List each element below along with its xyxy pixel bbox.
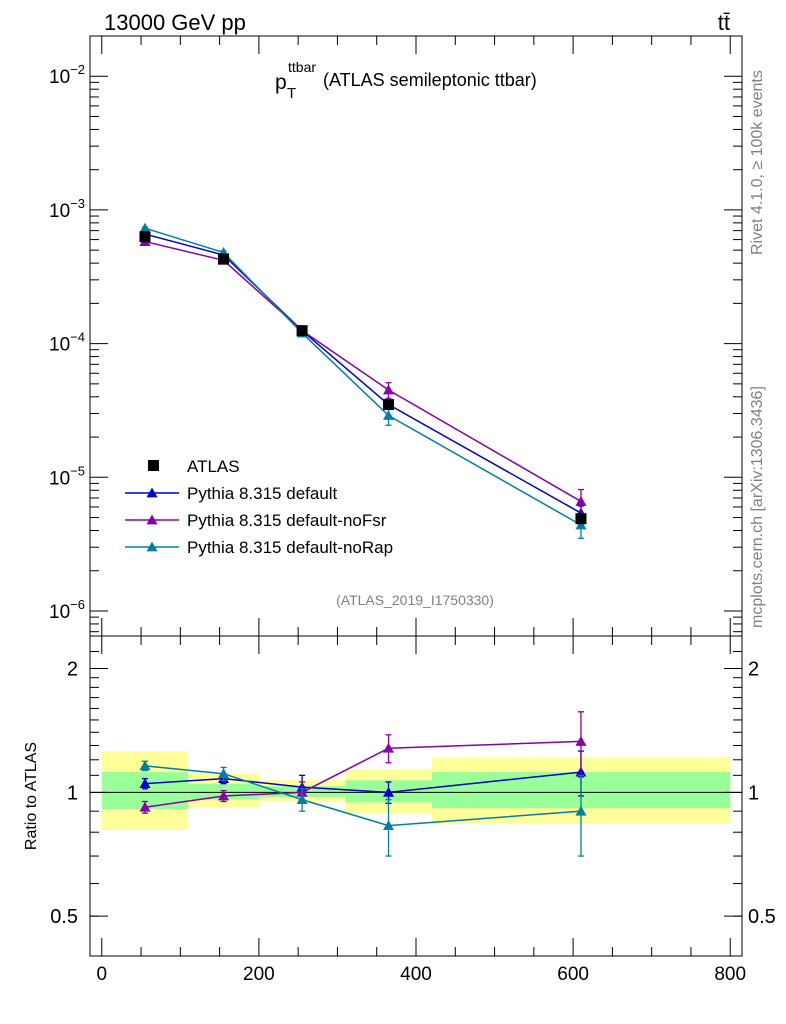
- x-tick-label: 600: [557, 964, 589, 985]
- main-series-marker: [139, 222, 151, 233]
- ratio-y-tick-label-right: 0.5: [748, 906, 776, 928]
- ratio-series-marker: [139, 801, 151, 812]
- x-tick-label: 0: [96, 964, 107, 985]
- ratio-series-marker: [383, 820, 395, 831]
- ratio-y-tick-label-left: 1: [67, 782, 78, 804]
- ratio-y-tick-label-left: 2: [67, 659, 78, 681]
- main-y-tick-label: 10−2: [49, 62, 85, 88]
- main-y-tick-exponent: −6: [70, 597, 85, 612]
- legend-atlas-label: ATLAS: [187, 457, 240, 476]
- legend-series-label: Pythia 8.315 default: [187, 484, 338, 503]
- ratio-y-axis: 2 2 1 1 0.5 0.5: [50, 651, 776, 928]
- ratio-series-marker: [218, 768, 230, 779]
- main-y-tick-base: 10: [49, 602, 70, 623]
- ratio-series-marker: [296, 794, 308, 805]
- main-y-tick-exponent: −5: [70, 463, 85, 478]
- main-y-tick-exponent: −4: [70, 330, 85, 345]
- legend-series-label: Pythia 8.315 default-noRap: [187, 538, 393, 557]
- legend-atlas-marker: [148, 460, 159, 471]
- main-y-tick-exponent: −2: [70, 62, 85, 77]
- plot-title-subscript: T: [287, 85, 296, 102]
- atlas-data-point: [383, 399, 395, 411]
- x-tick-label: 800: [714, 964, 746, 985]
- main-series-marker: [383, 409, 395, 420]
- header-energy-label: 13000 GeV pp: [104, 10, 246, 35]
- main-series-marker: [575, 519, 587, 530]
- ratio-series-marker: [218, 790, 230, 801]
- plot-title-superscript: ttbar: [288, 59, 316, 75]
- header-process-label: tt̄: [718, 10, 730, 35]
- main-y-tick-base: 10: [49, 335, 70, 356]
- ratio-series-marker: [139, 760, 151, 771]
- ratio-y-tick-label-right: 2: [748, 659, 759, 681]
- ratio-series-marker: [139, 778, 151, 789]
- main-y-tick-label: 10−4: [49, 330, 85, 356]
- legend-series-marker: [146, 514, 158, 525]
- plot-title-main: p: [275, 71, 287, 94]
- legend-series-marker: [146, 487, 158, 498]
- main-y-tick-label: 10−5: [49, 463, 85, 489]
- atlas-data-point: [139, 231, 151, 243]
- plot-title: p: [275, 71, 287, 94]
- main-y-tick-label: 10−6: [49, 597, 85, 623]
- main-y-axis: 10−610−510−410−310−2: [49, 35, 742, 633]
- ratio-y-tick-label-left: 0.5: [50, 906, 78, 928]
- x-tick-labels: 0 200 400 600 800: [96, 964, 746, 985]
- ratio-y-tick-label-right: 1: [748, 782, 759, 804]
- analysis-id-label: (ATLAS_2019_I1750330): [336, 592, 494, 608]
- legend-series-label: Pythia 8.315 default-noFsr: [187, 511, 387, 530]
- legend-series-marker: [146, 541, 158, 552]
- legend: ATLAS Pythia 8.315 default Pythia 8.315 de…: [125, 457, 393, 557]
- main-panel: 10−610−510−410−310−2 p T ttbar (ATLAS se…: [49, 35, 743, 637]
- rivet-version-label: Rivet 4.1.0, ≥ 100k events: [749, 70, 766, 255]
- ratio-series-marker: [383, 742, 395, 753]
- ratio-x-axis: [101, 636, 731, 956]
- ratio-uncertainty-bands: [101, 751, 731, 830]
- main-y-tick-base: 10: [49, 468, 70, 489]
- atlas-data-group: [139, 231, 587, 525]
- plot-title-rest: (ATLAS semileptonic ttbar): [323, 70, 537, 90]
- ratio-series-marker: [383, 786, 395, 797]
- atlas-data-point: [218, 253, 230, 265]
- main-y-tick-label: 10−3: [49, 196, 85, 222]
- ratio-panel: 2 2 1 1 0.5 0.5 Ratio to ATLAS: [23, 635, 776, 957]
- mcplots-url-label: mcplots.cern.ch [arXiv:1306.3436]: [749, 386, 766, 628]
- main-series-line: [144, 227, 582, 526]
- x-tick-label: 400: [400, 964, 432, 985]
- ratio-series-marker: [575, 735, 587, 746]
- atlas-data-point: [296, 325, 308, 337]
- main-y-tick-exponent: −3: [70, 196, 85, 211]
- main-x-axis: [101, 36, 731, 636]
- main-series-marker: [575, 495, 587, 506]
- main-series-marker: [383, 384, 395, 395]
- main-y-tick-base: 10: [49, 201, 70, 222]
- ratio-y-axis-label: Ratio to ATLAS: [23, 742, 40, 850]
- x-tick-label: 200: [243, 964, 275, 985]
- main-y-tick-base: 10: [49, 67, 70, 88]
- ratio-series-group: [139, 711, 587, 857]
- atlas-data-point: [575, 513, 587, 525]
- ratio-series-marker: [575, 805, 587, 816]
